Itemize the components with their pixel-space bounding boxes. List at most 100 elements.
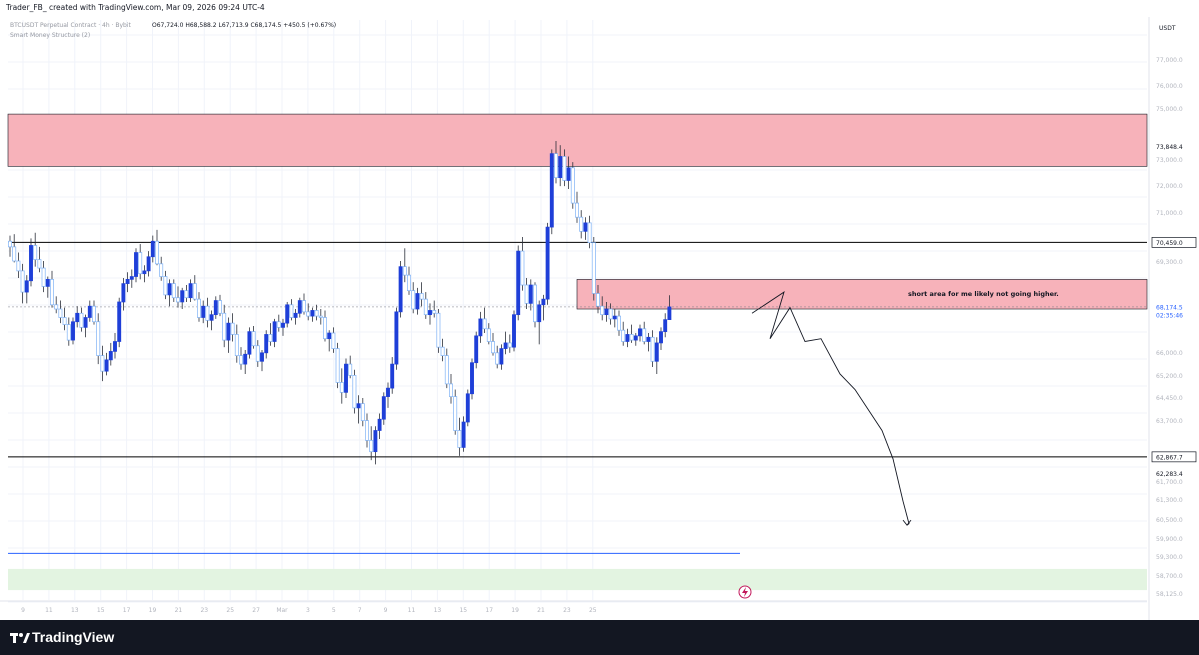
candle-body bbox=[125, 279, 130, 284]
x-axis-tick-label: 25 bbox=[589, 607, 597, 614]
candle-body bbox=[638, 328, 642, 337]
footer: TradingView bbox=[0, 620, 1199, 655]
y-axis-tick-label: 66,000.0 bbox=[1156, 350, 1183, 357]
candle-body bbox=[537, 304, 542, 323]
x-axis[interactable]: 9 11 13 15 17 19 21 23 25 27 Mar 3 5 7 9 11 13 15 17 19 21 23… bbox=[0, 600, 1147, 614]
candle-body bbox=[449, 383, 453, 397]
candle-body bbox=[205, 305, 210, 321]
candle-body bbox=[348, 363, 353, 376]
candle-body bbox=[545, 226, 550, 300]
candle-body bbox=[87, 305, 92, 318]
candle-body bbox=[24, 280, 29, 293]
candle-body bbox=[197, 298, 201, 318]
candle-body bbox=[297, 300, 302, 314]
x-axis-tick-label: 11 bbox=[45, 607, 53, 614]
candle-body bbox=[20, 270, 25, 293]
x-axis-tick-label: 13 bbox=[71, 607, 79, 614]
candle-body bbox=[629, 334, 634, 341]
zone-1 bbox=[576, 279, 1148, 310]
y-axis-tick-label: 61,700.0 bbox=[1156, 479, 1183, 486]
candle-body bbox=[138, 252, 143, 275]
candles bbox=[8, 140, 672, 465]
candle-body bbox=[562, 156, 567, 181]
candle-body bbox=[650, 336, 655, 362]
candle-body bbox=[150, 240, 155, 258]
x-axis-tick-label: 7 bbox=[358, 607, 362, 614]
x-axis-tick-label: 15 bbox=[97, 607, 105, 614]
tradingview-wordmark: TradingView bbox=[32, 629, 115, 645]
candle-body bbox=[243, 353, 248, 365]
candle-body bbox=[96, 321, 101, 356]
candle-body bbox=[293, 312, 298, 318]
candle-body bbox=[323, 317, 327, 340]
candle-body bbox=[285, 304, 290, 324]
candle-body bbox=[159, 263, 164, 277]
candle-body bbox=[486, 328, 491, 342]
x-axis-tick-label: 21 bbox=[537, 607, 545, 614]
price-chart[interactable]: short area for me likely not going highe… bbox=[0, 17, 1199, 620]
y-axis-tick-label: 59,900.0 bbox=[1156, 536, 1183, 543]
y-axis-tick-label: 63,700.0 bbox=[1156, 418, 1183, 425]
candle-body bbox=[29, 245, 33, 282]
chart-credit-text: Trader_FB_ created with TradingView.com,… bbox=[6, 3, 265, 12]
y-axis[interactable]: USDT 77,000.0 76,000.0 75,000.0 73,000.0 72,0… bbox=[1148, 17, 1199, 620]
candle-body bbox=[524, 284, 529, 304]
candle-body bbox=[398, 266, 403, 313]
zone-2 bbox=[8, 568, 1147, 591]
candle-body bbox=[108, 351, 113, 361]
candle-body bbox=[113, 341, 117, 352]
candle-body bbox=[104, 359, 109, 372]
y-axis-tick-label: 69,300.0 bbox=[1156, 259, 1183, 266]
candle-body bbox=[512, 314, 516, 348]
x-axis-tick-label: 17 bbox=[123, 607, 131, 614]
chart-area[interactable]: short area for me likely not going highe… bbox=[0, 17, 1199, 620]
candle-body bbox=[570, 167, 575, 204]
candle-body bbox=[423, 298, 428, 316]
candle-body bbox=[604, 308, 609, 316]
candle-body bbox=[100, 355, 105, 372]
candle-body bbox=[45, 279, 50, 287]
grid-lines bbox=[8, 20, 1147, 603]
candle-body bbox=[142, 270, 147, 275]
candle-body bbox=[575, 202, 579, 218]
price-label-box bbox=[1152, 301, 1196, 312]
candle-body bbox=[264, 334, 269, 354]
candle-body bbox=[470, 362, 474, 395]
candle-body bbox=[12, 246, 17, 262]
zone-0 bbox=[7, 113, 1148, 167]
candle-body bbox=[541, 298, 546, 306]
y-axis-tick-label: 58,125.0 bbox=[1156, 591, 1183, 598]
candle-body bbox=[54, 304, 59, 310]
replay-icon[interactable] bbox=[738, 585, 752, 599]
y-axis-tick-label: 72,000.0 bbox=[1156, 183, 1183, 190]
x-axis-tick-label: Mar bbox=[276, 607, 288, 614]
candle-body bbox=[625, 334, 630, 342]
candle-body bbox=[663, 319, 668, 332]
tradingview-logo-icon bbox=[10, 633, 30, 643]
candle-body bbox=[520, 250, 525, 286]
candle-body bbox=[415, 293, 420, 310]
candle-body bbox=[554, 153, 558, 179]
candle-body bbox=[549, 153, 554, 228]
candle-body bbox=[558, 156, 563, 179]
candle-body bbox=[352, 375, 357, 409]
candle-body bbox=[327, 332, 332, 340]
candle-body bbox=[356, 403, 361, 409]
price-label: 02:35:46 bbox=[1156, 312, 1183, 319]
candle-body bbox=[491, 341, 495, 354]
candle-body bbox=[566, 167, 571, 181]
candle-body bbox=[218, 300, 222, 314]
candle-body bbox=[365, 420, 369, 441]
x-axis-tick-label: 21 bbox=[175, 607, 183, 614]
candle-body bbox=[596, 293, 600, 307]
x-axis-tick-label: 23 bbox=[200, 607, 208, 614]
candle-body bbox=[302, 300, 306, 313]
candle-body bbox=[247, 331, 252, 355]
price-label-box bbox=[1152, 309, 1196, 320]
projection-path bbox=[751, 291, 912, 526]
x-axis-tick-label: 13 bbox=[434, 607, 442, 614]
chart-legend: BTCUSDT Perpetual Contract · 4h · Bybit … bbox=[10, 22, 336, 39]
price-label-box bbox=[1151, 451, 1197, 463]
x-axis-tick-label: 9 bbox=[384, 607, 388, 614]
price-label: 62,283.4 bbox=[1156, 471, 1183, 478]
